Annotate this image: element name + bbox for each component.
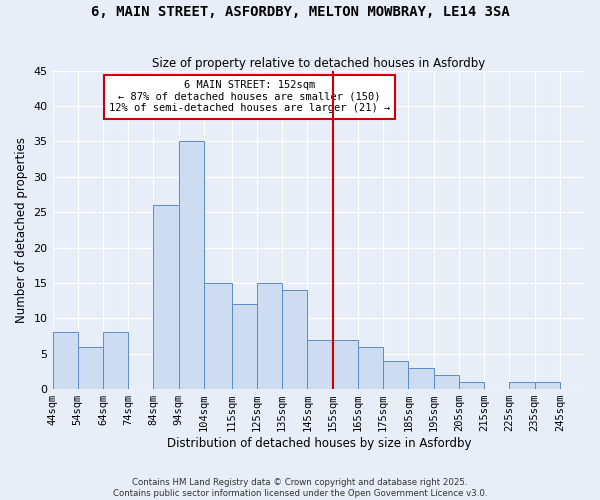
- Bar: [509, 382, 535, 389]
- Title: Size of property relative to detached houses in Asfordby: Size of property relative to detached ho…: [152, 56, 485, 70]
- Bar: [282, 290, 307, 389]
- Bar: [409, 368, 434, 389]
- Text: 6, MAIN STREET, ASFORDBY, MELTON MOWBRAY, LE14 3SA: 6, MAIN STREET, ASFORDBY, MELTON MOWBRAY…: [91, 5, 509, 19]
- Bar: [383, 361, 409, 389]
- Text: Contains HM Land Registry data © Crown copyright and database right 2025.
Contai: Contains HM Land Registry data © Crown c…: [113, 478, 487, 498]
- Bar: [307, 340, 332, 389]
- Bar: [535, 382, 560, 389]
- Text: 6 MAIN STREET: 152sqm
← 87% of detached houses are smaller (150)
12% of semi-det: 6 MAIN STREET: 152sqm ← 87% of detached …: [109, 80, 390, 114]
- Y-axis label: Number of detached properties: Number of detached properties: [15, 137, 28, 323]
- Bar: [179, 142, 204, 389]
- Bar: [332, 340, 358, 389]
- Bar: [204, 283, 232, 389]
- Bar: [154, 205, 179, 389]
- X-axis label: Distribution of detached houses by size in Asfordby: Distribution of detached houses by size …: [167, 437, 471, 450]
- Bar: [232, 304, 257, 389]
- Bar: [53, 332, 78, 389]
- Bar: [78, 346, 103, 389]
- Bar: [434, 375, 459, 389]
- Bar: [103, 332, 128, 389]
- Bar: [459, 382, 484, 389]
- Bar: [257, 283, 282, 389]
- Bar: [358, 346, 383, 389]
